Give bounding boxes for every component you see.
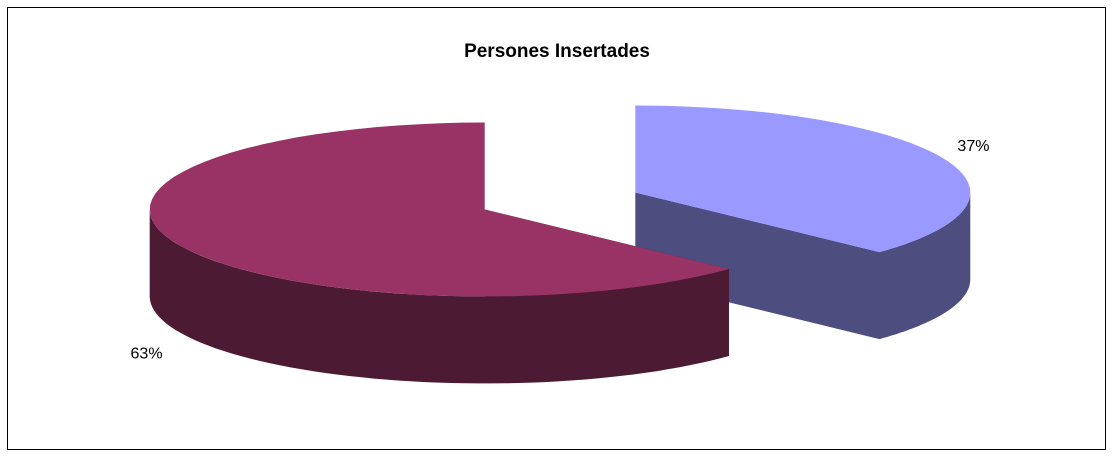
slice-side [879, 192, 971, 340]
slice-top [635, 105, 971, 253]
slice-wall [635, 192, 880, 340]
slice-side [149, 209, 729, 384]
data-label: 37% [957, 138, 989, 155]
slice-top [149, 122, 729, 297]
data-label: 63% [131, 346, 163, 363]
chart-title: Persones Insertades [464, 41, 650, 62]
